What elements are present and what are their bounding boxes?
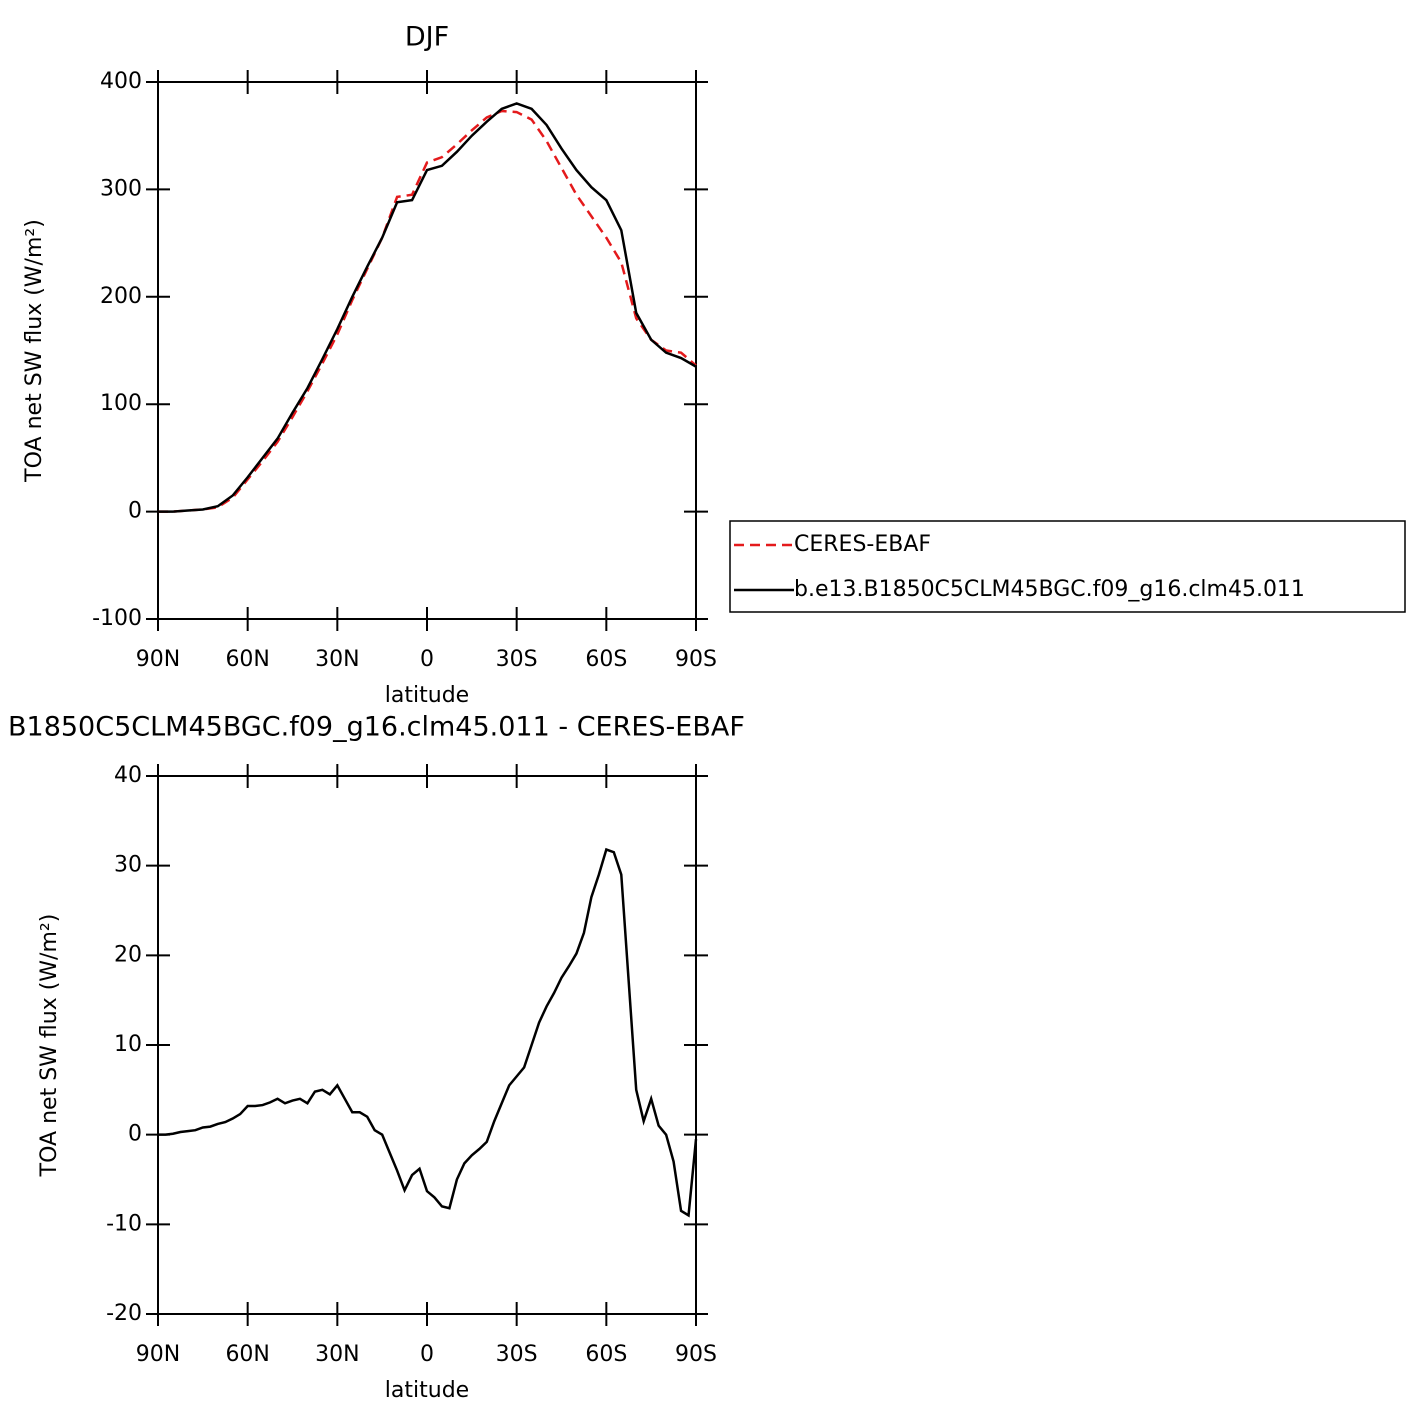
plot-frame [157,81,697,620]
x-tick-label: 30N [315,647,359,672]
x-tick-label: 60N [225,1342,269,1367]
x-tick-label: 30S [496,1342,538,1367]
x-axis-label: latitude [385,683,469,708]
y-tick-label: 10 [114,1032,142,1057]
x-tick-label: 90S [675,1342,717,1367]
y-tick-label: -20 [106,1301,142,1326]
y-tick-label: 30 [114,853,142,878]
x-tick-label: 0 [420,1342,434,1367]
y-axis-label: TOA net SW flux (W/m²) [37,914,62,1178]
y-tick-label: 200 [100,284,142,309]
y-tick-label: 20 [114,942,142,967]
x-tick-label: 90S [675,647,717,672]
data-line [158,102,697,513]
chart-title: DJF [405,22,449,53]
plot-frame [157,775,697,1315]
y-axis-label: TOA net SW flux (W/m²) [22,219,47,483]
x-axis-label: latitude [385,1378,469,1403]
x-tick-label: 90N [136,647,180,672]
x-tick-label: 60N [225,647,269,672]
x-tick-label: 60S [585,1342,627,1367]
y-tick-label: 0 [128,499,142,524]
y-tick-label: 40 [114,763,142,788]
x-tick-label: 30N [315,1342,359,1367]
x-tick-label: 90N [136,1342,180,1367]
y-tick-label: -10 [106,1211,142,1236]
legend-label: CERES-EBAF [794,532,931,557]
y-tick-label: 0 [128,1122,142,1147]
y-tick-label: -100 [92,606,142,631]
y-tick-label: 300 [100,176,142,201]
data-line [158,847,698,1218]
data-line [158,109,697,513]
legend-label: b.e13.B1850C5CLM45BGC.f09_g16.clm45.011 [794,577,1305,602]
x-tick-label: 0 [420,647,434,672]
chart-title: B1850C5CLM45BGC.f09_g16.clm45.011 - CERE… [8,712,745,743]
x-tick-label: 30S [496,647,538,672]
y-tick-label: 100 [100,391,142,416]
legend-box [729,520,1406,613]
x-tick-label: 60S [585,647,627,672]
y-tick-label: 400 [100,69,142,94]
